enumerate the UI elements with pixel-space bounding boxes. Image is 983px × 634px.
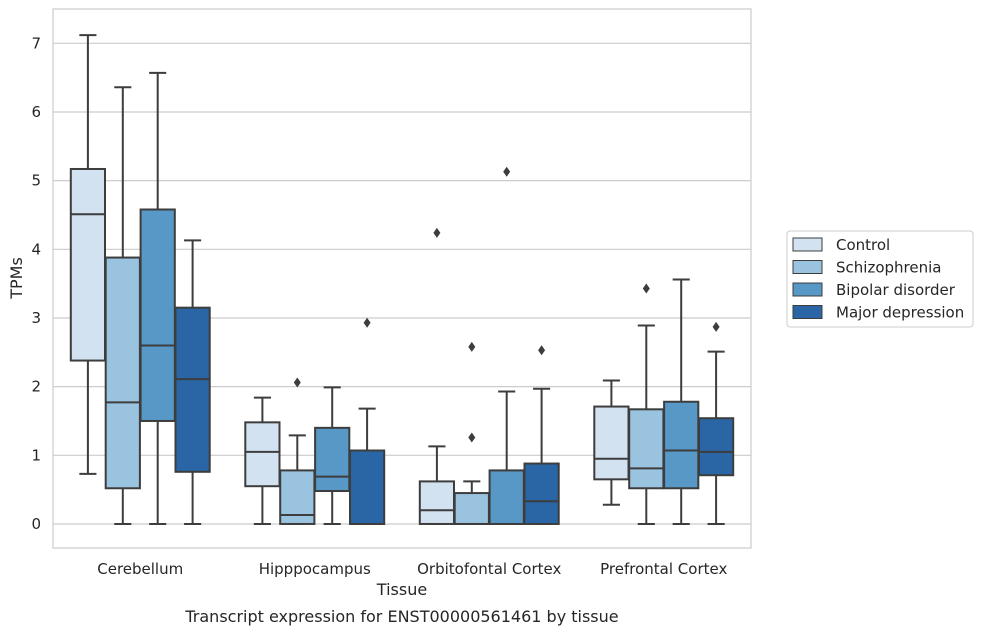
box-0-0 bbox=[69, 34, 107, 475]
outlier-point bbox=[642, 283, 650, 294]
box-1-2 bbox=[314, 386, 351, 525]
box-0-3 bbox=[174, 239, 211, 525]
outlier-point bbox=[503, 166, 511, 177]
outlier-point bbox=[363, 317, 371, 328]
legend-swatch bbox=[792, 237, 823, 252]
iqr-box bbox=[523, 462, 560, 525]
iqr-box bbox=[593, 405, 630, 481]
box-0-2 bbox=[139, 71, 176, 525]
box-2-3 bbox=[523, 345, 560, 525]
y-tick-labels: 0 1 2 3 4 5 6 7 bbox=[31, 34, 41, 533]
box-1-3 bbox=[348, 317, 386, 525]
box-3-2 bbox=[663, 278, 700, 525]
y-tick-label: 0 bbox=[31, 515, 41, 533]
y-tick-label: 2 bbox=[31, 378, 41, 396]
x-tick-label: Orbitofontal Cortex bbox=[417, 560, 561, 578]
figure-caption: Transcript expression for ENST0000056146… bbox=[184, 607, 618, 626]
y-tick-label: 7 bbox=[31, 34, 41, 52]
iqr-box bbox=[69, 167, 107, 362]
legend-frame bbox=[786, 230, 974, 328]
legend-swatch bbox=[792, 282, 823, 297]
iqr-box bbox=[697, 417, 735, 477]
outlier-point bbox=[538, 345, 546, 356]
x-tick-label: Prefrontal Cortex bbox=[600, 560, 727, 578]
legend-label: Schizophrenia bbox=[836, 259, 941, 277]
x-tick-label: Cerebellum bbox=[97, 560, 183, 578]
legend-swatch bbox=[792, 305, 823, 319]
iqr-box bbox=[663, 400, 700, 490]
outlier-point bbox=[433, 227, 441, 238]
box-0-1 bbox=[104, 86, 141, 525]
iqr-box bbox=[488, 469, 525, 525]
y-axis-label: TPMs bbox=[7, 257, 26, 300]
box-3-1 bbox=[628, 283, 665, 525]
iqr-box bbox=[139, 208, 176, 422]
outlier-point bbox=[293, 377, 301, 388]
legend-swatch bbox=[792, 260, 823, 274]
y-tick-label: 5 bbox=[31, 172, 41, 190]
x-axis-label: Tissue bbox=[376, 580, 427, 599]
outlier-point bbox=[468, 432, 476, 443]
iqr-box bbox=[453, 492, 490, 525]
legend-label: Major depression bbox=[836, 304, 964, 322]
iqr-box bbox=[418, 480, 456, 525]
iqr-box bbox=[348, 449, 386, 525]
legend-label: Control bbox=[836, 236, 890, 254]
y-tick-label: 3 bbox=[31, 309, 41, 327]
y-tick-label: 4 bbox=[31, 240, 41, 258]
iqr-box bbox=[314, 426, 351, 493]
iqr-box bbox=[104, 256, 141, 490]
iqr-box bbox=[628, 408, 665, 490]
iqr-box bbox=[244, 421, 281, 488]
box-3-3 bbox=[697, 321, 735, 525]
box-2-1 bbox=[453, 341, 490, 525]
box-2-2 bbox=[488, 166, 525, 525]
boxes-layer bbox=[69, 34, 735, 525]
x-tick-label: Hipppocampus bbox=[259, 560, 371, 578]
box-3-0 bbox=[593, 379, 630, 506]
legend: Control Schizophrenia Bipolar disorder Majo… bbox=[786, 230, 974, 328]
legend-label: Bipolar disorder bbox=[836, 281, 956, 299]
box-1-0 bbox=[244, 396, 281, 525]
outlier-point bbox=[468, 341, 476, 352]
x-tick-labels: Cerebellum Hipppocampus Orbitofontal Corte… bbox=[97, 560, 727, 578]
iqr-box bbox=[174, 306, 211, 473]
y-tick-label: 6 bbox=[31, 103, 41, 121]
outlier-point bbox=[712, 321, 720, 332]
y-tick-label: 1 bbox=[31, 446, 41, 464]
box-1-1 bbox=[279, 377, 316, 525]
